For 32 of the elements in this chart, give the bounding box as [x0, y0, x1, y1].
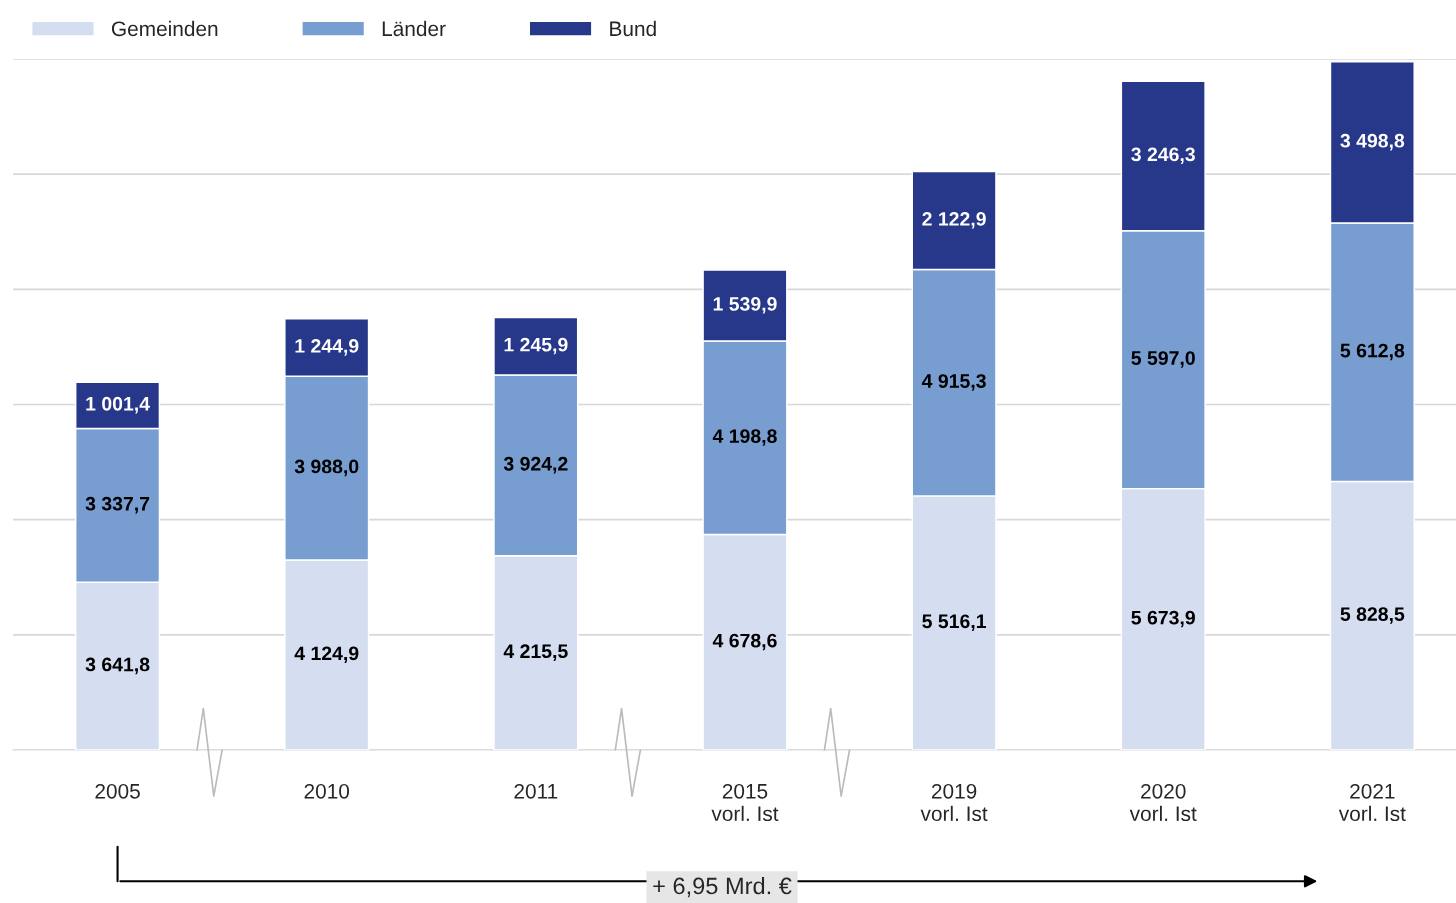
- x-tick-label: 2015 vorl. Ist: [711, 783, 779, 822]
- data-label: 1 001,4: [86, 396, 150, 414]
- data-label: 3 988,0: [294, 459, 359, 477]
- data-label: 5 516,1: [922, 614, 986, 631]
- data-label: 3 498,8: [1340, 133, 1405, 151]
- x-tick-label: 2010: [304, 783, 350, 799]
- data-label: 1 245,9: [504, 337, 568, 355]
- x-tick-label: 2021 vorl. Ist: [1338, 783, 1406, 822]
- data-label: 5 597,0: [1131, 351, 1195, 368]
- data-label: 4 915,3: [921, 374, 986, 391]
- data-label: 1 244,9: [295, 339, 359, 356]
- data-label: 3 246,3: [1131, 147, 1195, 165]
- data-label: 5 612,8: [1340, 343, 1405, 361]
- legend-label: Länder: [382, 20, 446, 37]
- data-label: 2 122,9: [922, 212, 986, 229]
- data-label: 3 337,7: [85, 496, 150, 514]
- data-label: 4 198,8: [712, 429, 777, 446]
- x-tick-label: 2005: [95, 783, 140, 799]
- data-label: 3 641,8: [85, 657, 150, 675]
- legend-label: Bund: [610, 20, 656, 37]
- x-tick-label: 2011: [514, 783, 558, 799]
- x-tick-label: 2019 vorl. Ist: [920, 783, 988, 822]
- data-label: 4 678,6: [712, 633, 777, 651]
- data-label: 1 539,9: [713, 297, 777, 314]
- data-label: 4 215,5: [503, 644, 568, 661]
- data-label: 5 673,9: [1131, 610, 1195, 628]
- text: + 6,95 Mrd. €: [653, 877, 792, 898]
- data-label: 3 924,2: [503, 456, 568, 474]
- data-label: 5 828,5: [1340, 607, 1405, 624]
- legend-label: Gemeinden: [111, 20, 218, 37]
- data-label: 4 124,9: [294, 646, 359, 664]
- x-tick-label: 2020 vorl. Ist: [1129, 783, 1197, 822]
